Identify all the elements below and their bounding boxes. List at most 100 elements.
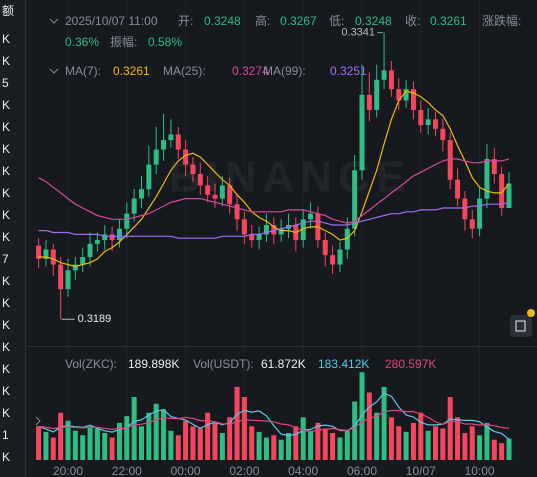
side-text: K — [2, 142, 10, 156]
volume-bar — [36, 426, 42, 460]
candle-body — [278, 228, 284, 235]
volume-bar — [80, 435, 86, 460]
volume-bar — [366, 392, 372, 460]
change-value: 0.36% — [65, 35, 99, 49]
volume-bar — [491, 439, 497, 460]
ma-line — [38, 201, 510, 239]
high-value: 0.3267 — [280, 14, 317, 28]
volume-bar — [286, 433, 291, 460]
volume-bar — [359, 372, 365, 460]
candle-body — [374, 79, 380, 110]
side-text: 1 — [2, 428, 9, 442]
volume-bar — [249, 426, 255, 460]
candle-body — [462, 198, 468, 220]
tool-badge[interactable] — [510, 309, 535, 337]
x-tick-label: 02:00 — [229, 464, 259, 477]
ma-line — [38, 409, 510, 433]
amplitude-value: 0.58% — [148, 35, 182, 49]
candle-body — [139, 189, 144, 199]
side-text: K — [2, 230, 10, 244]
change-label: 涨跌幅: — [482, 13, 521, 28]
volume-bar — [94, 428, 100, 460]
ma-line — [38, 392, 510, 440]
close-value: 0.3261 — [430, 14, 467, 28]
side-text: 5 — [2, 76, 9, 90]
badge-icon — [515, 320, 526, 332]
candle-body — [124, 213, 130, 229]
expand-icon[interactable] — [35, 416, 41, 426]
collapse-icon[interactable] — [49, 68, 59, 74]
candle-body — [94, 240, 100, 244]
candle-body — [219, 185, 225, 199]
side-text: K — [2, 54, 10, 68]
volume-bar — [440, 428, 446, 460]
candle-body — [72, 264, 78, 271]
volume-bar — [315, 422, 321, 460]
vol-usdt-label: Vol(USDT): — [193, 357, 254, 371]
volume-bar — [396, 426, 402, 460]
volume-bar — [374, 412, 380, 460]
side-text: K — [2, 274, 10, 288]
candle-body — [447, 140, 453, 180]
candle-body — [116, 228, 122, 241]
x-tick-label: 22:00 — [112, 464, 142, 477]
candle-body — [87, 243, 93, 258]
volume-bar — [116, 422, 122, 460]
volume-bar — [72, 430, 78, 460]
low-label: 低: — [329, 14, 344, 28]
candle-body — [109, 234, 115, 241]
volume-bar — [337, 437, 343, 460]
candle-body — [359, 94, 365, 171]
vol-ma-value: 183.412K — [318, 357, 369, 371]
volume-bar — [87, 426, 93, 460]
vol-usdt-value: 61.872K — [261, 357, 306, 371]
x-tick-label: 20:00 — [53, 464, 83, 477]
x-tick-label: 10/07 — [406, 464, 436, 477]
candle-body — [469, 219, 475, 229]
side-text: 额 — [2, 4, 14, 18]
volume-bar — [418, 412, 424, 460]
candle-body — [491, 158, 497, 175]
side-text: K — [2, 340, 10, 354]
volume-bar — [447, 397, 453, 460]
volume-bar — [322, 428, 328, 460]
candle-body — [50, 249, 56, 265]
side-text: K — [2, 98, 10, 112]
candle-body — [168, 134, 174, 141]
candle-body — [484, 158, 490, 199]
volume-bar — [50, 437, 56, 460]
candle-body — [418, 109, 424, 126]
high-label: 高: — [255, 13, 270, 28]
low-value: 0.3248 — [355, 14, 392, 28]
volume-bar — [352, 401, 358, 460]
volume-bar — [263, 437, 269, 460]
ma-value: 0.3251 — [330, 64, 367, 78]
candle-body — [330, 255, 336, 265]
side-text: K — [2, 120, 10, 134]
candle-body — [410, 89, 416, 110]
candle-body — [337, 249, 343, 265]
side-text: K — [2, 450, 10, 464]
candle-body — [396, 89, 402, 101]
candle-body — [425, 119, 431, 126]
volume-bar — [506, 438, 512, 460]
header: 2025/10/07 11:00 开: 0.3248 高: 0.3267 低: … — [49, 13, 521, 78]
badge-bg[interactable] — [510, 315, 532, 337]
volume-bar — [455, 417, 461, 460]
candle-body — [440, 128, 446, 141]
volume-bar — [161, 409, 167, 460]
volume-bar — [175, 435, 181, 460]
ma-label: MA(7): — [65, 64, 101, 78]
volume-bar — [381, 386, 387, 460]
open-value: 0.3248 — [204, 14, 241, 28]
candle-body — [381, 70, 387, 80]
side-text: K — [2, 164, 10, 178]
candle-body — [300, 219, 306, 241]
collapse-icon[interactable] — [49, 18, 59, 24]
candle-body — [241, 219, 247, 235]
volume-bar — [293, 426, 299, 460]
candle-body — [249, 234, 255, 241]
ma-value: 0.3261 — [113, 64, 150, 78]
x-tick-label: 00:00 — [171, 464, 201, 477]
